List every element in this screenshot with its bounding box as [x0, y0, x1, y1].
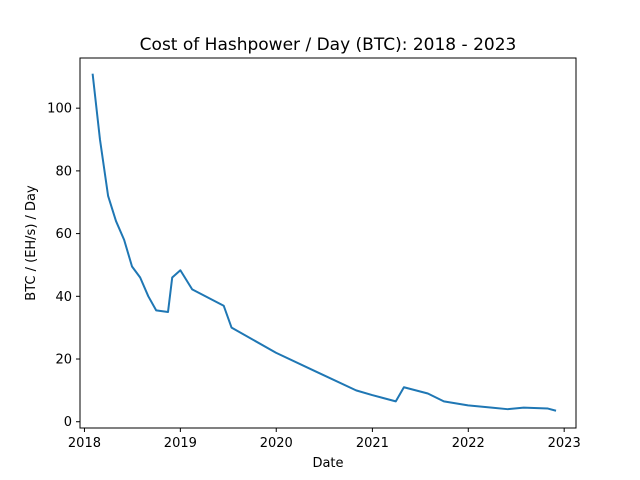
x-tick-label: 2018: [68, 436, 101, 451]
x-tick-label: 2020: [260, 436, 293, 451]
x-axis-label: Date: [312, 456, 343, 471]
y-tick-label: 40: [55, 290, 72, 305]
x-tick-label: 2022: [452, 436, 485, 451]
series-line: [91, 73, 557, 412]
y-tick-label: 20: [55, 353, 72, 368]
plot-area: [79, 57, 577, 429]
chart-title: Cost of Hashpower / Day (BTC): 2018 - 20…: [140, 35, 517, 55]
y-tick-label: 60: [55, 227, 72, 242]
x-tick-label: 2023: [548, 436, 581, 451]
y-tick-label: 0: [64, 415, 72, 430]
y-axis-label: BTC / (EH/s) / Day: [24, 185, 39, 301]
x-axis: 2018 2019 2020 2021 2022 2023: [68, 428, 581, 451]
x-tick-label: 2019: [164, 436, 197, 451]
y-tick-label: 80: [55, 164, 72, 179]
y-axis: 0 20 40 60 80 100: [47, 102, 80, 430]
x-tick-label: 2021: [356, 436, 389, 451]
y-tick-label: 100: [47, 102, 72, 117]
